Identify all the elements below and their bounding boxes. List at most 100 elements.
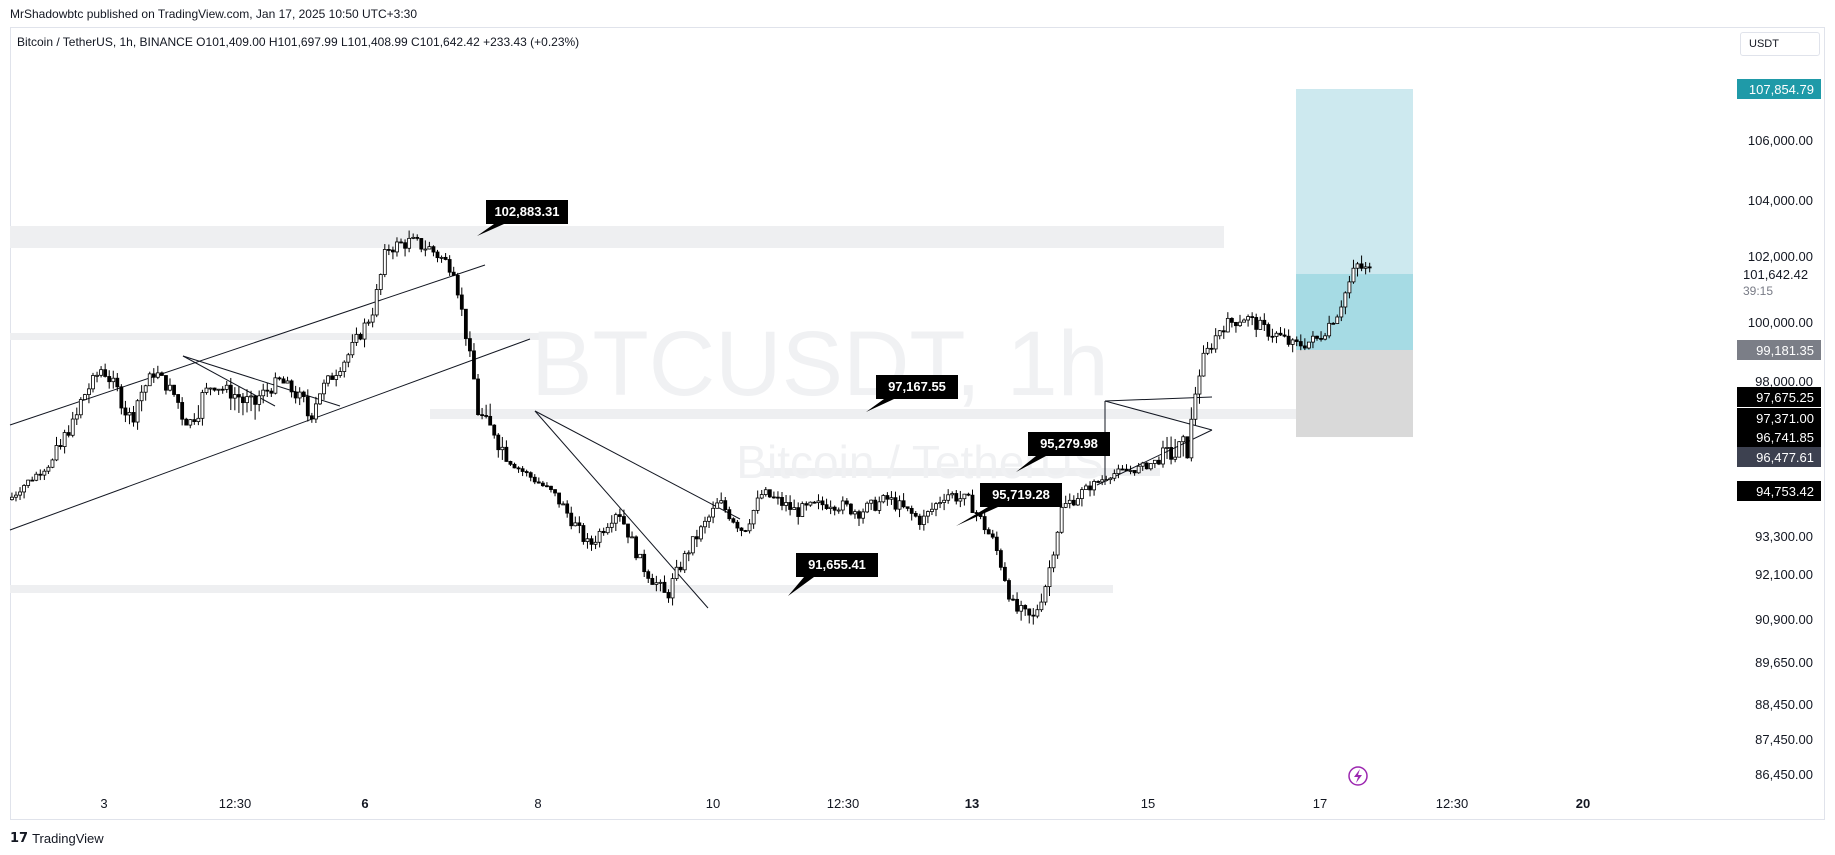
candle-body xyxy=(1363,266,1368,269)
candle-body xyxy=(346,354,351,363)
trendline xyxy=(182,355,341,407)
candle-body xyxy=(1302,345,1307,349)
candle-body xyxy=(601,530,606,534)
candle-body xyxy=(168,384,172,391)
candle-body xyxy=(419,238,424,250)
candle-body xyxy=(447,259,452,273)
candle-body xyxy=(427,246,432,250)
candle-body xyxy=(451,271,456,276)
candle-body xyxy=(395,241,399,253)
candle-body xyxy=(682,553,687,571)
trendline xyxy=(1104,400,1213,431)
price-label-box xyxy=(1737,340,1821,360)
candle-body xyxy=(1339,306,1344,318)
price-label-text: 97,675.25 xyxy=(1756,390,1814,405)
candle-body xyxy=(735,521,740,529)
candle-body xyxy=(853,511,857,515)
candle-body xyxy=(889,497,894,500)
candle-body xyxy=(463,308,468,339)
candle-body xyxy=(1019,605,1024,612)
candle-body xyxy=(581,525,586,542)
candle-body xyxy=(459,294,464,310)
candle-body xyxy=(1311,335,1315,343)
candle-body xyxy=(524,471,529,474)
candle-body xyxy=(532,476,537,483)
x-tick-label: 6 xyxy=(361,796,368,811)
currency-selector[interactable]: USDT xyxy=(1740,32,1820,56)
price-label-text: 107,854.79 xyxy=(1749,82,1814,97)
candle-body xyxy=(1120,468,1125,471)
candle-body xyxy=(792,507,797,510)
candle-body xyxy=(865,502,870,513)
candle-body xyxy=(147,373,152,387)
candle-body xyxy=(828,506,833,509)
candle-body xyxy=(1221,330,1226,333)
candle-body xyxy=(962,493,967,500)
candle-body xyxy=(617,514,622,517)
candle-body xyxy=(58,445,63,447)
candle-body xyxy=(1116,468,1121,475)
candle-body xyxy=(520,468,525,472)
y-tick-label: 88,450.00 xyxy=(1755,697,1813,712)
candle-body xyxy=(423,248,428,251)
candle-body xyxy=(115,377,120,388)
candle-body xyxy=(869,499,874,504)
candle-body xyxy=(1169,447,1173,460)
candle-body xyxy=(1128,470,1133,472)
candle-body xyxy=(739,527,744,531)
candle-body xyxy=(1335,316,1340,324)
candle-body xyxy=(622,516,626,525)
candle-body xyxy=(143,385,148,393)
callout-label: 102,883.31 xyxy=(494,204,559,219)
candle-body xyxy=(690,536,695,554)
support-zone xyxy=(10,585,1113,593)
candle-body xyxy=(549,485,553,490)
candle-body xyxy=(10,496,14,501)
price-callout: 95,719.28 xyxy=(956,483,1062,526)
candle-body xyxy=(350,341,355,356)
candle-body xyxy=(585,538,590,542)
candle-body xyxy=(220,388,225,391)
candle-body xyxy=(91,375,95,390)
extras-layer xyxy=(1348,766,1368,786)
price-axis: 106,000.00 104,000.00 100,000.00 93,300.00 9… xyxy=(1737,79,1821,782)
symbol-legend: Bitcoin / TetherUS, 1h, BINANCE O101,409… xyxy=(17,35,580,49)
candle-body xyxy=(917,515,922,525)
candle-body xyxy=(1189,418,1194,459)
candle-body xyxy=(776,496,780,499)
candle-body xyxy=(378,274,383,290)
candle-body xyxy=(366,321,371,324)
candle-body xyxy=(849,503,853,515)
candle-body xyxy=(500,446,505,451)
candle-body xyxy=(370,314,375,323)
candle-body xyxy=(127,412,132,416)
candle-body xyxy=(731,518,736,523)
candle-body xyxy=(1359,263,1364,269)
y-tick-label: 98,000.00 xyxy=(1755,374,1813,389)
candle-body xyxy=(857,511,861,519)
footer-brand-label: TradingView xyxy=(32,830,104,846)
candle-body xyxy=(289,380,294,393)
candle-body xyxy=(1278,332,1283,336)
y-tick-label: 102,000.00 xyxy=(1748,249,1813,264)
candle-body xyxy=(1152,459,1157,464)
candle-body xyxy=(216,388,221,391)
candle-body xyxy=(767,489,772,498)
candle-body xyxy=(970,494,975,513)
candle-body xyxy=(277,377,282,380)
footer-brand[interactable]: 𝟭𝟳 TradingView xyxy=(10,830,104,846)
candle-body xyxy=(403,242,407,249)
candle-body xyxy=(18,491,22,496)
candle-body xyxy=(504,446,509,462)
target-zone xyxy=(1296,89,1413,274)
candle-body xyxy=(577,522,582,526)
zone-band xyxy=(760,468,1160,476)
candle-body xyxy=(763,489,768,495)
candle-body xyxy=(1286,335,1291,345)
candle-body xyxy=(1165,447,1169,449)
candle-body xyxy=(1104,479,1109,482)
callout-bubble xyxy=(866,375,958,412)
x-tick-label: 3 xyxy=(100,796,107,811)
candle-body xyxy=(309,415,314,420)
